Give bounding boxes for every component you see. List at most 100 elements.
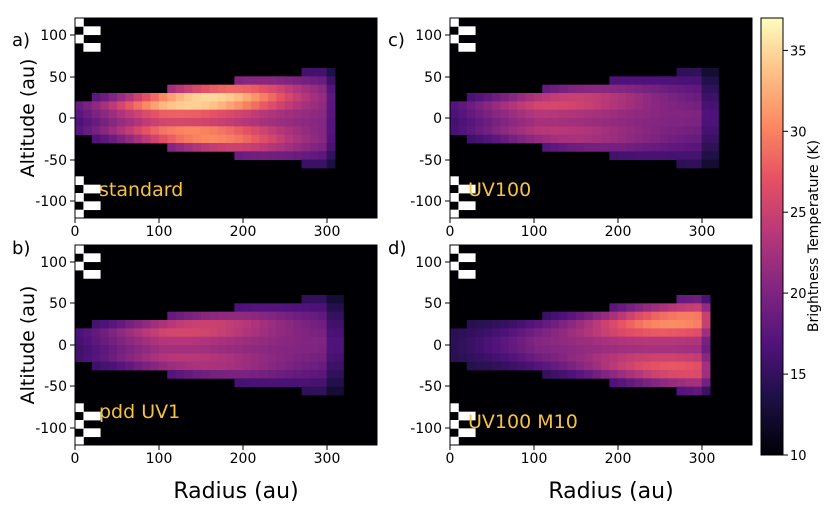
heatmap-cell <box>184 109 193 119</box>
heatmap-cell <box>634 370 644 379</box>
heatmap-cell <box>559 84 568 94</box>
heatmap-cell <box>542 370 552 379</box>
heatmap-cell <box>284 118 294 127</box>
heatmap-cell <box>584 143 594 152</box>
heatmap-cell <box>701 159 711 169</box>
heatmap-cell <box>651 93 661 102</box>
heatmap-cell <box>601 143 610 152</box>
heatmap-cell <box>108 345 118 354</box>
panel-label-c: c) <box>388 30 405 51</box>
heatmap-cell <box>458 101 468 111</box>
heatmap-cell <box>209 126 219 136</box>
heatmap-cell <box>533 353 543 363</box>
heatmap-cell <box>167 109 177 119</box>
heatmap-cell <box>634 303 644 313</box>
heatmap-cell <box>259 320 269 329</box>
heatmap-cell <box>651 109 661 119</box>
heatmap-cell <box>293 378 302 388</box>
panel-b: b) pdd UV1 Altitude (au) 100 50 0 -50 -1… <box>12 238 378 504</box>
heatmap-cell <box>693 101 703 111</box>
heatmap-cell <box>684 370 694 379</box>
heatmap-cell <box>184 101 193 111</box>
heatmap-cell <box>550 370 560 379</box>
heatmap-cell <box>276 93 286 102</box>
heatmap-cell <box>150 118 160 127</box>
x-ticks-b: 0 100 200 300 <box>71 445 340 467</box>
heatmap-cell <box>242 336 252 346</box>
heatmap-cell <box>609 370 619 379</box>
heatmap-cell <box>642 303 652 313</box>
heatmap-cell <box>200 93 210 102</box>
heatmap-cell <box>100 101 109 111</box>
x-axis-label-d: Radius (au) <box>548 479 673 504</box>
heatmap-cell <box>567 84 577 94</box>
heatmap-cell <box>175 84 185 94</box>
heatmap-cell <box>651 303 661 313</box>
heatmap-cell <box>276 353 286 363</box>
heatmap-cell <box>318 126 328 136</box>
heatmap-cell <box>259 345 269 354</box>
heatmap-cell <box>701 295 711 304</box>
x-tick-label: 100 <box>521 224 548 240</box>
x-tick-label: 0 <box>446 451 455 467</box>
heatmap-cell <box>542 126 552 136</box>
heatmap-cell <box>500 353 510 363</box>
heatmap-cell <box>217 361 227 371</box>
heatmap-cell <box>626 320 635 329</box>
heatmap-cell <box>309 68 319 77</box>
heatmap-cell <box>217 118 227 127</box>
heatmap-cell <box>475 328 484 338</box>
heatmap-cell <box>567 336 577 346</box>
heatmap-cell <box>301 336 311 346</box>
heatmap-cell <box>318 118 328 127</box>
heatmap-cell <box>267 336 277 346</box>
heatmap-cell <box>701 126 711 136</box>
heatmap-cell <box>226 118 235 127</box>
heatmap-cell <box>584 109 594 119</box>
heatmap-cell <box>335 320 344 329</box>
heatmap-cell <box>226 328 235 338</box>
heatmap-cell <box>617 353 627 363</box>
heatmap-cell <box>533 328 543 338</box>
heatmap-cell <box>293 370 302 379</box>
heatmap-cell <box>175 93 185 102</box>
heatmap-cell <box>584 345 594 354</box>
heatmap-cell <box>693 370 703 379</box>
heatmap-cell <box>676 159 686 169</box>
heatmap-cell <box>276 126 286 136</box>
heatmap-cell <box>234 118 244 127</box>
heatmap-cell <box>226 143 235 152</box>
model-label-d: UV100 M10 <box>468 411 578 433</box>
heatmap-cell <box>326 336 336 346</box>
masked-cell <box>450 403 459 413</box>
heatmap-cell <box>217 320 227 329</box>
heatmap-cell <box>701 336 711 346</box>
heatmap-cell <box>634 361 644 371</box>
heatmap-cell <box>550 118 560 127</box>
heatmap-cell <box>626 151 635 161</box>
heatmap-cell <box>116 361 126 371</box>
heatmap-cell <box>150 353 160 363</box>
heatmap-cell <box>150 361 160 371</box>
heatmap-cell <box>651 134 661 144</box>
heatmap-cell <box>158 353 168 363</box>
heatmap-cell <box>209 101 219 111</box>
heatmap-cell <box>293 143 302 152</box>
heatmap-cell <box>475 126 484 136</box>
heatmap-cell <box>75 109 84 119</box>
heatmap-cell <box>500 361 510 371</box>
heatmap-cell <box>259 353 269 363</box>
x-tick-label: 200 <box>605 451 632 467</box>
heatmap-cell <box>701 386 711 396</box>
heatmap-cell <box>634 84 644 94</box>
heatmap-cell <box>242 126 252 136</box>
heatmap-cell <box>150 336 160 346</box>
heatmap-cell <box>584 101 594 111</box>
heatmap-cell <box>251 345 260 354</box>
heatmap-cell <box>609 320 619 329</box>
heatmap-cell <box>284 353 294 363</box>
heatmap-cell <box>318 151 328 161</box>
heatmap-cell <box>508 126 518 136</box>
heatmap-cell <box>259 311 269 321</box>
heatmap-cell <box>525 345 535 354</box>
